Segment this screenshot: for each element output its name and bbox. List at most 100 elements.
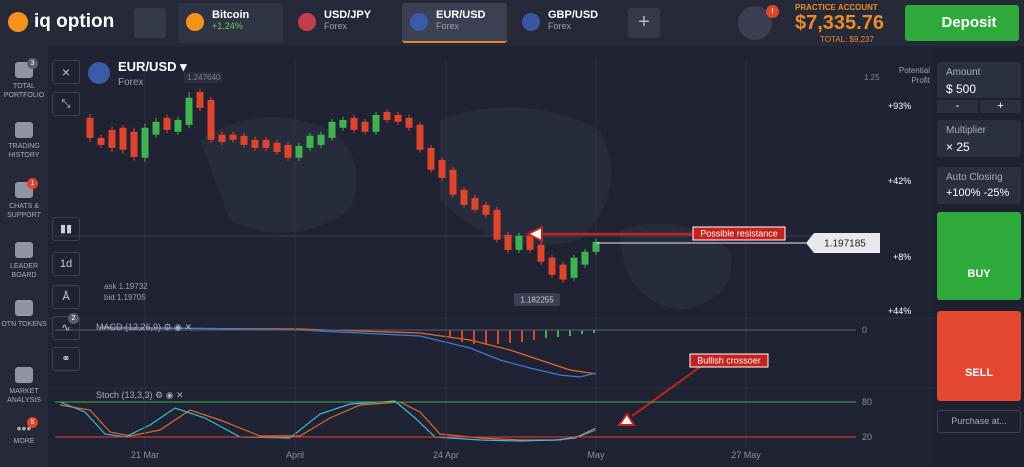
current-price-tag: [806, 232, 880, 253]
candle-body: [273, 142, 281, 152]
tab-sub: Forex: [548, 21, 572, 31]
candle-body: [284, 144, 292, 158]
tab-name: Bitcoin: [212, 9, 250, 21]
sell-label: SELL: [964, 367, 994, 379]
add-tab-button[interactable]: +: [628, 8, 660, 38]
stoch-d-line: [59, 401, 597, 441]
sidebar-item[interactable]: OTN TOKENS: [0, 300, 48, 329]
tab-sub: Forex: [324, 21, 348, 31]
asset-tab[interactable]: Bitcoin +1.24%: [178, 3, 283, 43]
time-label: 27 May: [731, 450, 761, 460]
sidebar-item[interactable]: ••• MORE 5: [0, 417, 48, 446]
indicators-button[interactable]: ∿: [52, 316, 80, 340]
candle-body: [559, 264, 567, 280]
asset-name[interactable]: EUR/USD ▾: [118, 59, 187, 74]
multiplier-field[interactable]: Multiplier × 25: [937, 120, 1021, 157]
sidebar-item[interactable]: TRADING HISTORY: [0, 122, 48, 160]
tab-icon: [522, 13, 540, 31]
macd-label[interactable]: MACD (12,26,9) ⚙ ◉ ✕: [96, 322, 192, 332]
indicator-badge: 2: [68, 313, 79, 324]
candle-body: [262, 139, 270, 148]
asset-tab[interactable]: EUR/USD Forex: [402, 3, 507, 43]
candle-body: [108, 129, 116, 148]
multiplier-label: Multiplier: [946, 125, 987, 136]
tab-change: +1.24%: [212, 21, 243, 31]
buy-label: BUY: [967, 268, 991, 280]
balance[interactable]: $7,335.76: [795, 12, 884, 34]
stoch-label[interactable]: Stoch (13,3,3) ⚙ ◉ ✕: [96, 390, 184, 400]
profit-value: +8%: [893, 252, 912, 262]
drawing-button[interactable]: Å: [52, 285, 80, 309]
candle-body: [251, 139, 259, 148]
templates-button[interactable]: ⚭: [52, 347, 80, 371]
sidebar-label: TOTAL PORTFOLIO: [3, 83, 45, 99]
camera-badge: !: [766, 5, 779, 18]
profit-value: +93%: [888, 101, 912, 111]
asset-tab[interactable]: GBP/USD Forex: [514, 3, 619, 43]
candle-body: [295, 145, 303, 158]
candle-body: [130, 131, 138, 157]
total-balance: TOTAL: $9,237: [820, 35, 874, 44]
sidebar-item[interactable]: MARKET ANALYSIS: [0, 367, 48, 405]
tab-icon: [298, 13, 316, 31]
sidebar-item[interactable]: TOTAL PORTFOLIO 3: [0, 58, 48, 100]
candle-body: [482, 204, 490, 215]
close-chart-button[interactable]: ×: [52, 60, 80, 84]
asset-title: EUR/USD: [118, 59, 177, 74]
tab-icon: [410, 13, 428, 31]
candle-body: [526, 235, 534, 250]
chart-type-button[interactable]: ▮▮: [52, 217, 80, 241]
high-label: 1.247640: [184, 72, 224, 83]
stoch-level-label: 20: [862, 432, 872, 442]
candle-body: [218, 134, 226, 142]
candle-body: [383, 111, 391, 120]
profit-value: +42%: [888, 176, 912, 186]
amount-decrease[interactable]: -: [937, 100, 978, 113]
candle-body: [174, 120, 182, 132]
sidebar-label: TRADING HISTORY: [8, 143, 40, 159]
sidebar-label: LEADER BOARD: [9, 263, 38, 279]
grid-button[interactable]: [134, 8, 166, 38]
asset-market: Forex: [118, 77, 144, 88]
arrow-head: [525, 225, 543, 243]
purchase-at-button[interactable]: Purchase at...: [937, 410, 1021, 433]
candle-body: [361, 121, 369, 132]
expand-button[interactable]: ⤡: [52, 92, 80, 116]
candle-body: [460, 189, 468, 205]
candle-body: [416, 124, 424, 150]
sidebar-item[interactable]: CHATS & SUPPORT 1: [0, 178, 48, 220]
logo[interactable]: iq option: [34, 11, 115, 32]
sidebar-label: OTN TOKENS: [1, 321, 47, 328]
sidebar-item[interactable]: LEADER BOARD: [0, 242, 48, 280]
amount-increase[interactable]: +: [980, 100, 1021, 113]
deposit-button[interactable]: Deposit: [905, 5, 1019, 41]
timeframe-button[interactable]: 1d: [52, 252, 80, 276]
sell-button[interactable]: SELL: [937, 311, 1021, 401]
candle-body: [548, 257, 556, 275]
amount-field[interactable]: Amount $ 500: [937, 62, 1021, 98]
candle-body: [537, 244, 545, 262]
candle-body: [317, 134, 325, 145]
candle-body: [372, 114, 380, 132]
candle-body: [328, 121, 336, 138]
candle-body: [405, 117, 413, 128]
asset-tab[interactable]: USD/JPY Forex: [290, 3, 395, 43]
current-price-label: 1.197185: [824, 238, 866, 249]
auto-closing-field[interactable]: Auto Closing +100% -25%: [937, 167, 1021, 204]
candle-body: [196, 91, 204, 108]
macd-title: MACD (12,26,9): [96, 322, 162, 332]
tab-name: GBP/USD: [548, 9, 599, 21]
account-type[interactable]: PRACTICE ACCOUNT: [795, 3, 878, 12]
candle-body: [97, 137, 105, 145]
auto-closing-label: Auto Closing: [946, 172, 1003, 183]
stoch-title: Stoch (13,3,3): [96, 390, 153, 400]
candle-body: [141, 127, 149, 158]
sidebar-label: CHATS & SUPPORT: [7, 203, 41, 219]
candle-body: [504, 234, 512, 250]
amount-label: Amount: [946, 67, 981, 78]
candle-body: [207, 99, 215, 140]
buy-button[interactable]: BUY: [937, 212, 1021, 300]
candle-body: [339, 120, 347, 128]
tab-name: USD/JPY: [324, 9, 372, 21]
candle-body: [86, 117, 94, 138]
